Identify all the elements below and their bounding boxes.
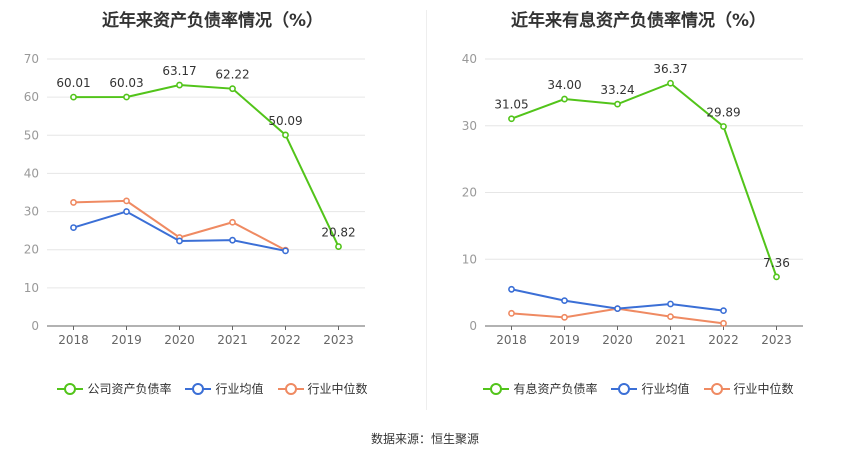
data-label: 50.09 — [268, 114, 302, 128]
legend-item-industry-median[interactable]: 行业中位数 — [277, 380, 368, 397]
data-label: 63.17 — [162, 64, 196, 78]
legend-marker-icon — [185, 382, 212, 396]
y-tick-label: 0 — [31, 319, 39, 333]
data-label: 60.01 — [56, 76, 90, 90]
y-tick-label: 40 — [24, 166, 39, 180]
data-point — [229, 236, 236, 244]
data-point — [229, 218, 236, 226]
data-label: 7.36 — [763, 256, 790, 270]
data-point — [282, 247, 289, 255]
data-point — [70, 93, 77, 101]
data-point — [720, 123, 727, 130]
legend-label: 有息资产负债率 — [513, 382, 598, 396]
data-point — [123, 197, 130, 205]
data-source-note: 数据来源：恒生聚源 — [370, 432, 479, 446]
line-chart-interest-debt-ratio: 0 10 20 30 40 2018 2019 2020 2021 2022 2023 31.05 34… — [462, 52, 803, 347]
y-tick-label: 30 — [24, 205, 39, 219]
legend-label: 行业均值 — [215, 382, 264, 396]
data-label: 60.03 — [109, 76, 143, 90]
y-tick-label: 20 — [462, 186, 477, 200]
data-point — [176, 237, 183, 245]
data-point — [508, 285, 515, 293]
legend-marker-icon — [57, 382, 84, 396]
data-point — [667, 79, 674, 87]
data-point — [282, 131, 289, 139]
legend-label: 公司资产负债率 — [87, 382, 172, 396]
data-point — [561, 95, 568, 103]
series-line — [511, 82, 778, 278]
legend: 有息资产负债率 行业均值 行业中位数 — [427, 380, 850, 397]
legend-item-industry-average[interactable]: 行业均值 — [611, 380, 690, 397]
data-label: 29.89 — [706, 105, 740, 119]
x-tick-label: 2022 — [270, 333, 301, 347]
x-tick-label: 2021 — [655, 333, 686, 347]
legend-item-industry-average[interactable]: 行业均值 — [185, 380, 264, 397]
legend-marker-icon — [611, 382, 638, 396]
chart-panel-interest-debt-ratio: 近年来有息资产负债率情况（%） 0 10 20 30 40 2018 2019 2020 202… — [427, 0, 850, 420]
data-point — [720, 307, 727, 315]
data-point — [614, 305, 621, 313]
y-tick-label: 70 — [24, 52, 39, 66]
x-tick-label: 2018 — [58, 333, 89, 347]
legend-item-company[interactable]: 有息资产负债率 — [483, 380, 597, 397]
data-label: 62.22 — [215, 68, 249, 82]
y-tick-label: 10 — [462, 252, 477, 266]
data-label: 34.00 — [547, 78, 581, 92]
y-tick-label: 0 — [469, 319, 477, 333]
data-point — [508, 309, 515, 317]
chart-title: 近年来有息资产负债率情况（%） — [510, 11, 767, 31]
legend-marker-icon — [483, 382, 510, 396]
data-point — [70, 224, 77, 231]
x-tick-label: 2020 — [602, 333, 633, 347]
data-point — [561, 297, 568, 305]
data-label: 31.05 — [494, 98, 528, 112]
data-point — [614, 100, 621, 108]
legend: 公司资产负债率 行业均值 行业中位数 — [0, 380, 425, 397]
y-tick-label: 10 — [24, 281, 39, 295]
data-label: 33.24 — [600, 83, 634, 97]
data-point — [335, 243, 342, 250]
data-point — [70, 199, 77, 206]
legend-label: 行业中位数 — [733, 382, 794, 396]
series-line — [73, 210, 286, 252]
data-point — [561, 313, 568, 321]
legend-label: 行业中位数 — [307, 382, 368, 396]
x-tick-label: 2022 — [708, 333, 739, 347]
data-point — [720, 319, 727, 327]
y-tick-label: 50 — [24, 128, 39, 142]
chart-title: 近年来资产负债率情况（%） — [101, 11, 324, 31]
data-label: 36.37 — [653, 62, 687, 76]
legend-item-industry-median[interactable]: 行业中位数 — [703, 380, 794, 397]
x-tick-label: 2018 — [496, 333, 527, 347]
x-tick-label: 2021 — [217, 333, 248, 347]
chart-panel-debt-ratio: 近年来资产负债率情况（%） 0 10 20 30 40 50 60 70 2018 2019 202… — [0, 0, 425, 420]
series-line — [73, 84, 340, 248]
data-point — [229, 85, 236, 93]
line-chart-debt-ratio: 0 10 20 30 40 50 60 70 2018 2019 2020 2021 2022 2023 6… — [24, 52, 365, 347]
legend-label: 行业均值 — [641, 382, 690, 396]
legend-marker-icon — [703, 382, 730, 396]
data-point — [123, 208, 130, 215]
data-point — [773, 273, 780, 281]
y-tick-label: 30 — [462, 119, 477, 133]
x-tick-label: 2019 — [111, 333, 142, 347]
y-tick-label: 40 — [462, 52, 477, 66]
data-point — [667, 300, 674, 308]
legend-item-company[interactable]: 公司资产负债率 — [57, 380, 171, 397]
data-point — [508, 115, 515, 123]
legend-marker-icon — [277, 382, 304, 396]
x-tick-label: 2019 — [549, 333, 580, 347]
data-label: 20.82 — [321, 226, 355, 240]
data-point — [176, 81, 183, 89]
data-point — [667, 313, 674, 321]
x-tick-label: 2020 — [164, 333, 195, 347]
x-tick-label: 2023 — [761, 333, 792, 347]
y-tick-label: 60 — [24, 90, 39, 104]
data-point — [123, 93, 130, 101]
panel-divider — [426, 10, 427, 410]
x-tick-label: 2023 — [323, 333, 354, 347]
y-tick-label: 20 — [24, 243, 39, 257]
